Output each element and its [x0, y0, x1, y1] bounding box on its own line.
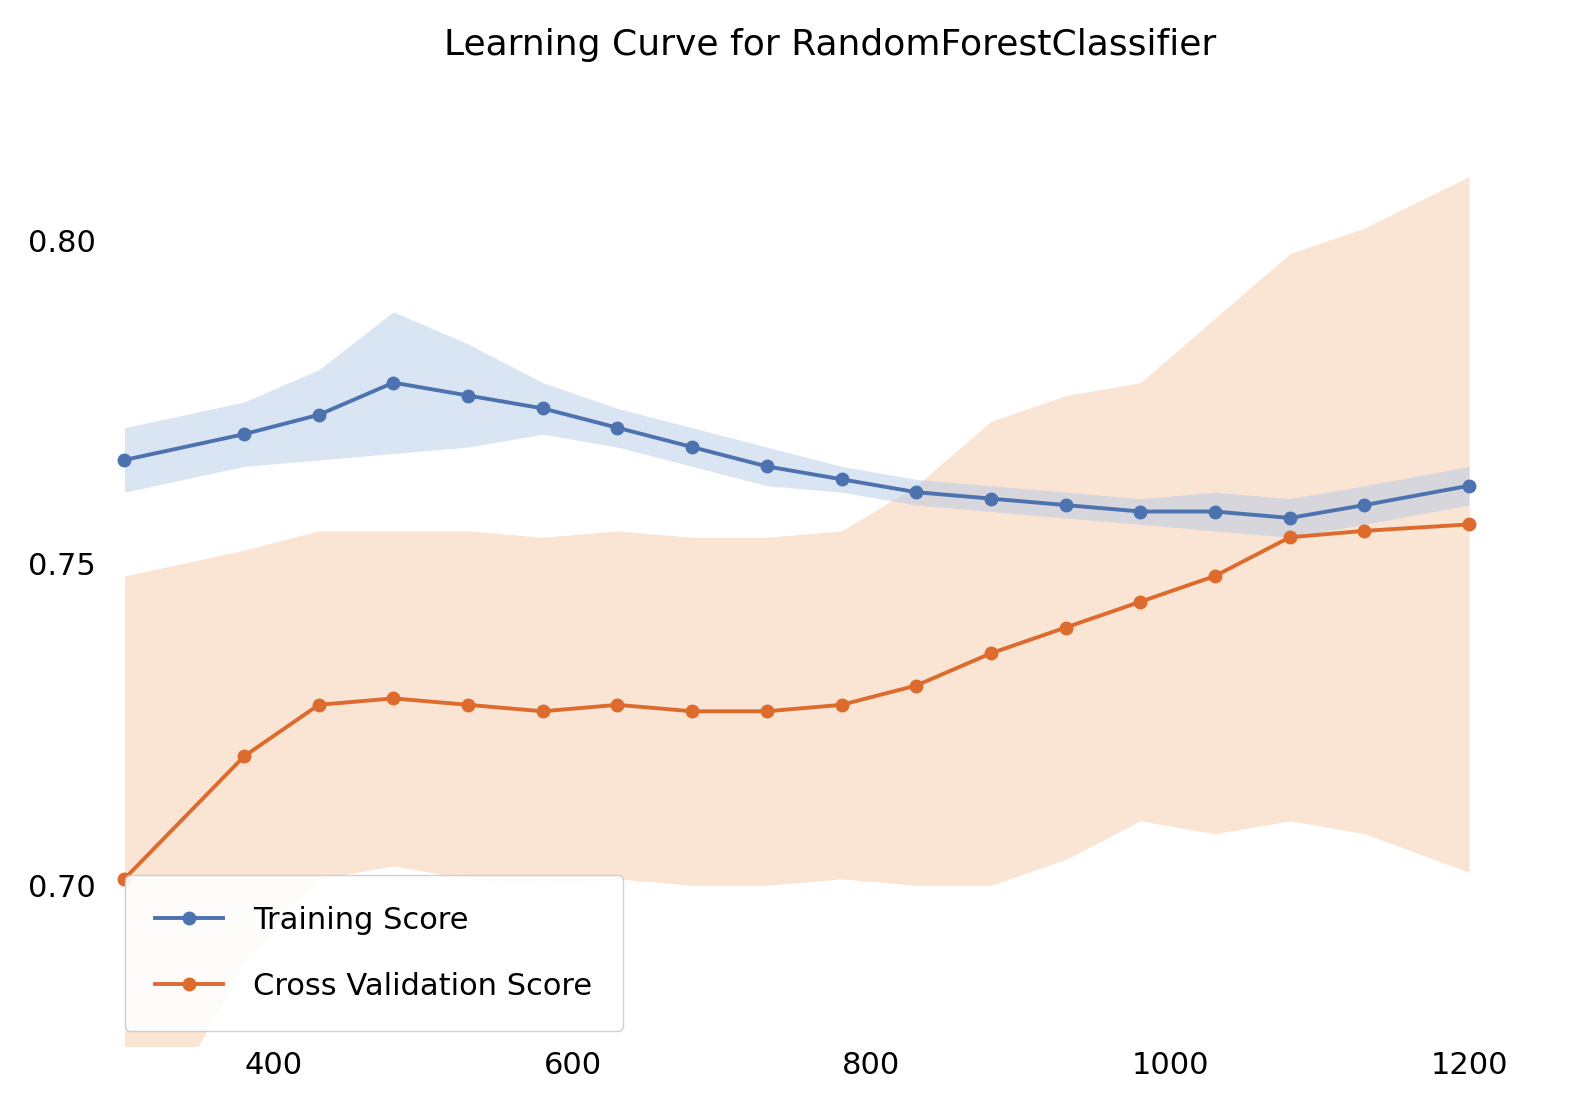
Legend: Training Score, Cross Validation Score: Training Score, Cross Validation Score: [125, 875, 622, 1032]
Title: Learning Curve for RandomForestClassifier: Learning Curve for RandomForestClassifie…: [444, 28, 1216, 62]
